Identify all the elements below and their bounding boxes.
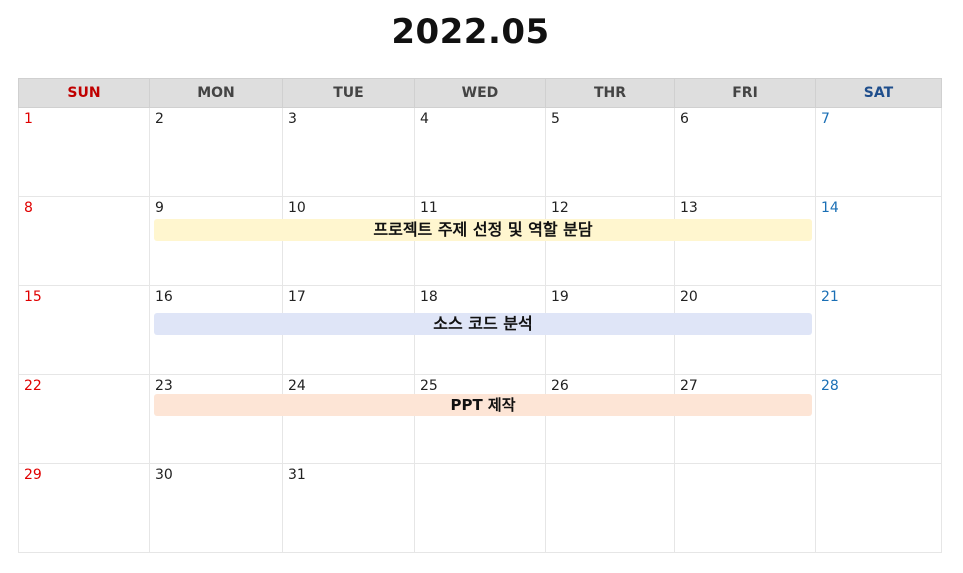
weekday-mon: MON [149, 78, 283, 108]
weekday-wed: WED [414, 78, 546, 108]
day-number: 1 [24, 111, 33, 127]
day-number: 2 [155, 111, 164, 127]
weekday-tue: TUE [282, 78, 415, 108]
day-cell[interactable]: 10 [282, 196, 415, 286]
day-cell[interactable]: 8 [18, 196, 150, 286]
month-calendar: SUN MON TUE WED THR FRI SAT 1 2 3 4 5 6 … [18, 78, 942, 553]
week-row-3: 15 16 17 18 19 20 21 [18, 285, 942, 375]
day-cell[interactable]: 5 [545, 107, 675, 197]
day-number: 28 [821, 378, 839, 394]
day-number [546, 464, 674, 467]
day-number: 15 [24, 289, 42, 305]
day-number: 30 [155, 467, 173, 483]
day-number: 9 [155, 200, 164, 216]
day-number: 25 [420, 378, 438, 394]
week-row-2: 8 9 10 11 12 13 14 [18, 196, 942, 286]
day-number: 21 [821, 289, 839, 305]
day-cell[interactable]: 6 [674, 107, 816, 197]
day-number: 11 [420, 200, 438, 216]
day-cell[interactable]: 7 [815, 107, 942, 197]
day-number: 20 [680, 289, 698, 305]
day-cell[interactable]: 13 [674, 196, 816, 286]
day-cell[interactable] [414, 463, 546, 553]
day-number: 4 [420, 111, 429, 127]
week-row-1: 1 2 3 4 5 6 7 [18, 107, 942, 197]
day-number: 8 [24, 200, 33, 216]
day-number [675, 464, 815, 467]
day-number: 7 [821, 111, 830, 127]
event-bar-source-analysis[interactable]: 소스 코드 분석 [154, 313, 812, 335]
day-cell[interactable]: 21 [815, 285, 942, 375]
weekday-header-row: SUN MON TUE WED THR FRI SAT [18, 78, 942, 108]
day-cell[interactable] [815, 463, 942, 553]
day-cell[interactable] [545, 463, 675, 553]
day-cell[interactable]: 2 [149, 107, 283, 197]
day-number: 26 [551, 378, 569, 394]
calendar-title: 2022.05 [391, 12, 550, 52]
day-number: 24 [288, 378, 306, 394]
day-cell[interactable]: 25 [414, 374, 546, 464]
day-cell[interactable]: 11 [414, 196, 546, 286]
day-cell[interactable]: 26 [545, 374, 675, 464]
week-row-5: 29 30 31 [18, 463, 942, 553]
day-number: 29 [24, 467, 42, 483]
day-cell[interactable]: 1 [18, 107, 150, 197]
day-cell[interactable]: 12 [545, 196, 675, 286]
day-cell[interactable]: 27 [674, 374, 816, 464]
day-number: 12 [551, 200, 569, 216]
day-number: 6 [680, 111, 689, 127]
day-number [816, 464, 941, 467]
day-cell[interactable]: 29 [18, 463, 150, 553]
day-number: 3 [288, 111, 297, 127]
day-cell[interactable]: 4 [414, 107, 546, 197]
day-number: 13 [680, 200, 698, 216]
day-cell[interactable]: 30 [149, 463, 283, 553]
day-number: 19 [551, 289, 569, 305]
day-number: 5 [551, 111, 560, 127]
day-cell[interactable]: 23 [149, 374, 283, 464]
weekday-thr: THR [545, 78, 675, 108]
day-number: 27 [680, 378, 698, 394]
day-number: 17 [288, 289, 306, 305]
event-bar-ppt[interactable]: PPT 제작 [154, 394, 812, 416]
day-number: 31 [288, 467, 306, 483]
day-cell[interactable]: 14 [815, 196, 942, 286]
day-cell[interactable]: 31 [282, 463, 415, 553]
day-cell[interactable] [674, 463, 816, 553]
day-cell[interactable]: 22 [18, 374, 150, 464]
day-number [415, 464, 545, 467]
event-bar-project-topic[interactable]: 프로젝트 주제 선정 및 역할 분담 [154, 219, 812, 241]
weekday-sat: SAT [815, 78, 942, 108]
day-cell[interactable]: 9 [149, 196, 283, 286]
day-number: 18 [420, 289, 438, 305]
weekday-sun: SUN [18, 78, 150, 108]
day-number: 16 [155, 289, 173, 305]
week-row-4: 22 23 24 25 26 27 28 [18, 374, 942, 464]
day-cell[interactable]: 15 [18, 285, 150, 375]
day-cell[interactable]: 3 [282, 107, 415, 197]
day-number: 10 [288, 200, 306, 216]
day-cell[interactable]: 28 [815, 374, 942, 464]
day-number: 14 [821, 200, 839, 216]
day-number: 22 [24, 378, 42, 394]
day-number: 23 [155, 378, 173, 394]
weekday-fri: FRI [674, 78, 816, 108]
day-cell[interactable]: 24 [282, 374, 415, 464]
